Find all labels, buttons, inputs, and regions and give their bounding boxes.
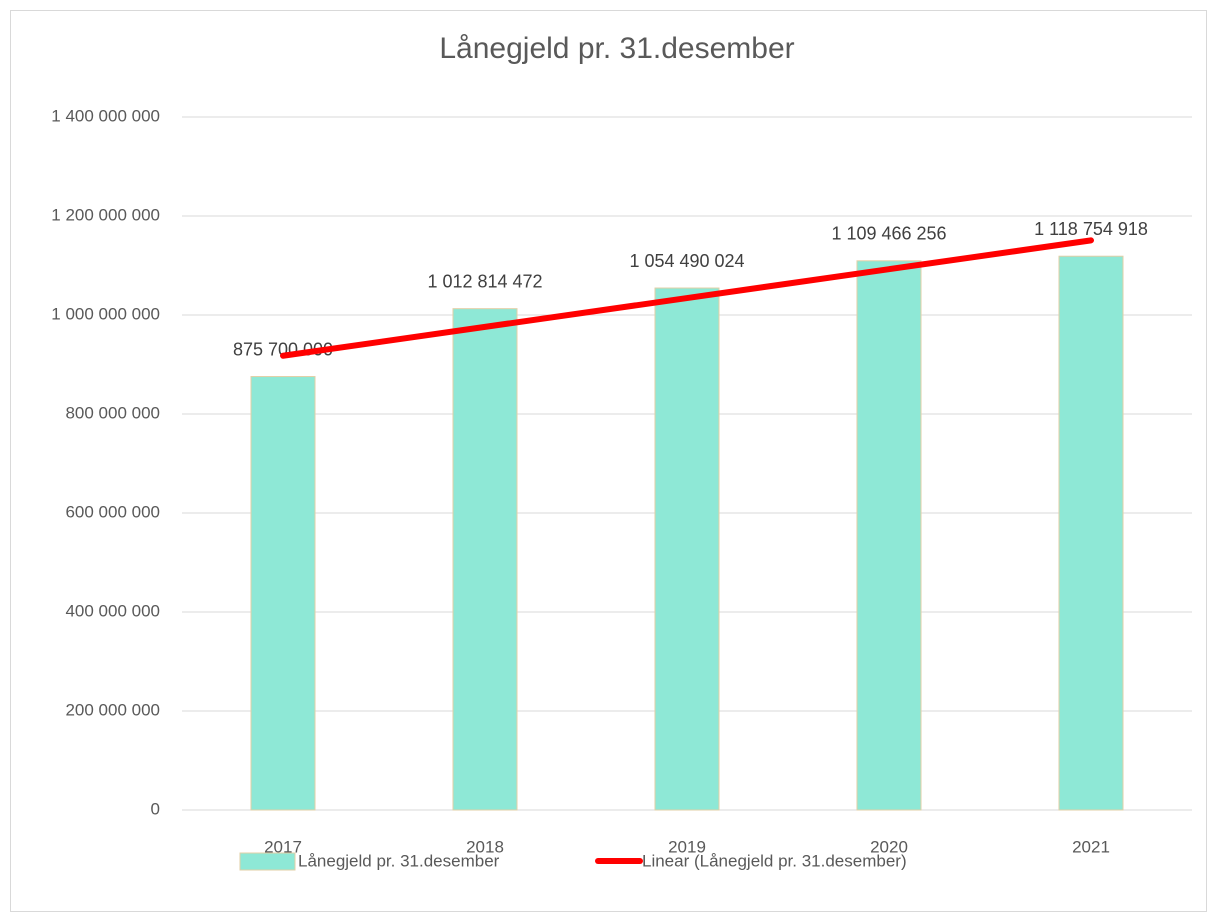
- y-tick-label: 200 000 000: [65, 700, 160, 719]
- data-label: 1 054 490 024: [629, 251, 744, 271]
- data-label: 1 012 814 472: [427, 271, 542, 291]
- bar: [1058, 255, 1124, 811]
- x-tick-label: 2019: [668, 837, 706, 856]
- x-tick-label: 2020: [870, 837, 908, 856]
- data-label: 1 109 466 256: [831, 224, 946, 244]
- x-tick-label: 2017: [264, 837, 302, 856]
- y-tick-label: 600 000 000: [65, 502, 160, 521]
- trend-line: [280, 237, 1094, 359]
- y-tick-label: 1 000 000 000: [51, 304, 160, 323]
- x-tick-label: 2018: [466, 837, 504, 856]
- y-tick-label: 0: [151, 799, 160, 818]
- bar: [654, 287, 720, 811]
- bar: [856, 260, 922, 811]
- y-tick-label: 1 400 000 000: [51, 106, 160, 125]
- chart-frame: [10, 10, 1207, 912]
- x-tick-label: 2021: [1072, 837, 1110, 856]
- data-label: 1 118 754 918: [1034, 219, 1148, 239]
- legend-label: Lånegjeld pr. 31.desember: [298, 851, 500, 870]
- chart-title: Lånegjeld pr. 31.desember: [439, 32, 794, 65]
- bar: [452, 308, 518, 811]
- y-tick-label: 800 000 000: [65, 403, 160, 422]
- y-tick-label: 1 200 000 000: [51, 205, 160, 224]
- legend-swatch: [239, 852, 296, 871]
- y-tick-label: 400 000 000: [65, 601, 160, 620]
- bar: [250, 376, 316, 811]
- legend-label: Linear (Lånegjeld pr. 31.desember): [642, 851, 907, 870]
